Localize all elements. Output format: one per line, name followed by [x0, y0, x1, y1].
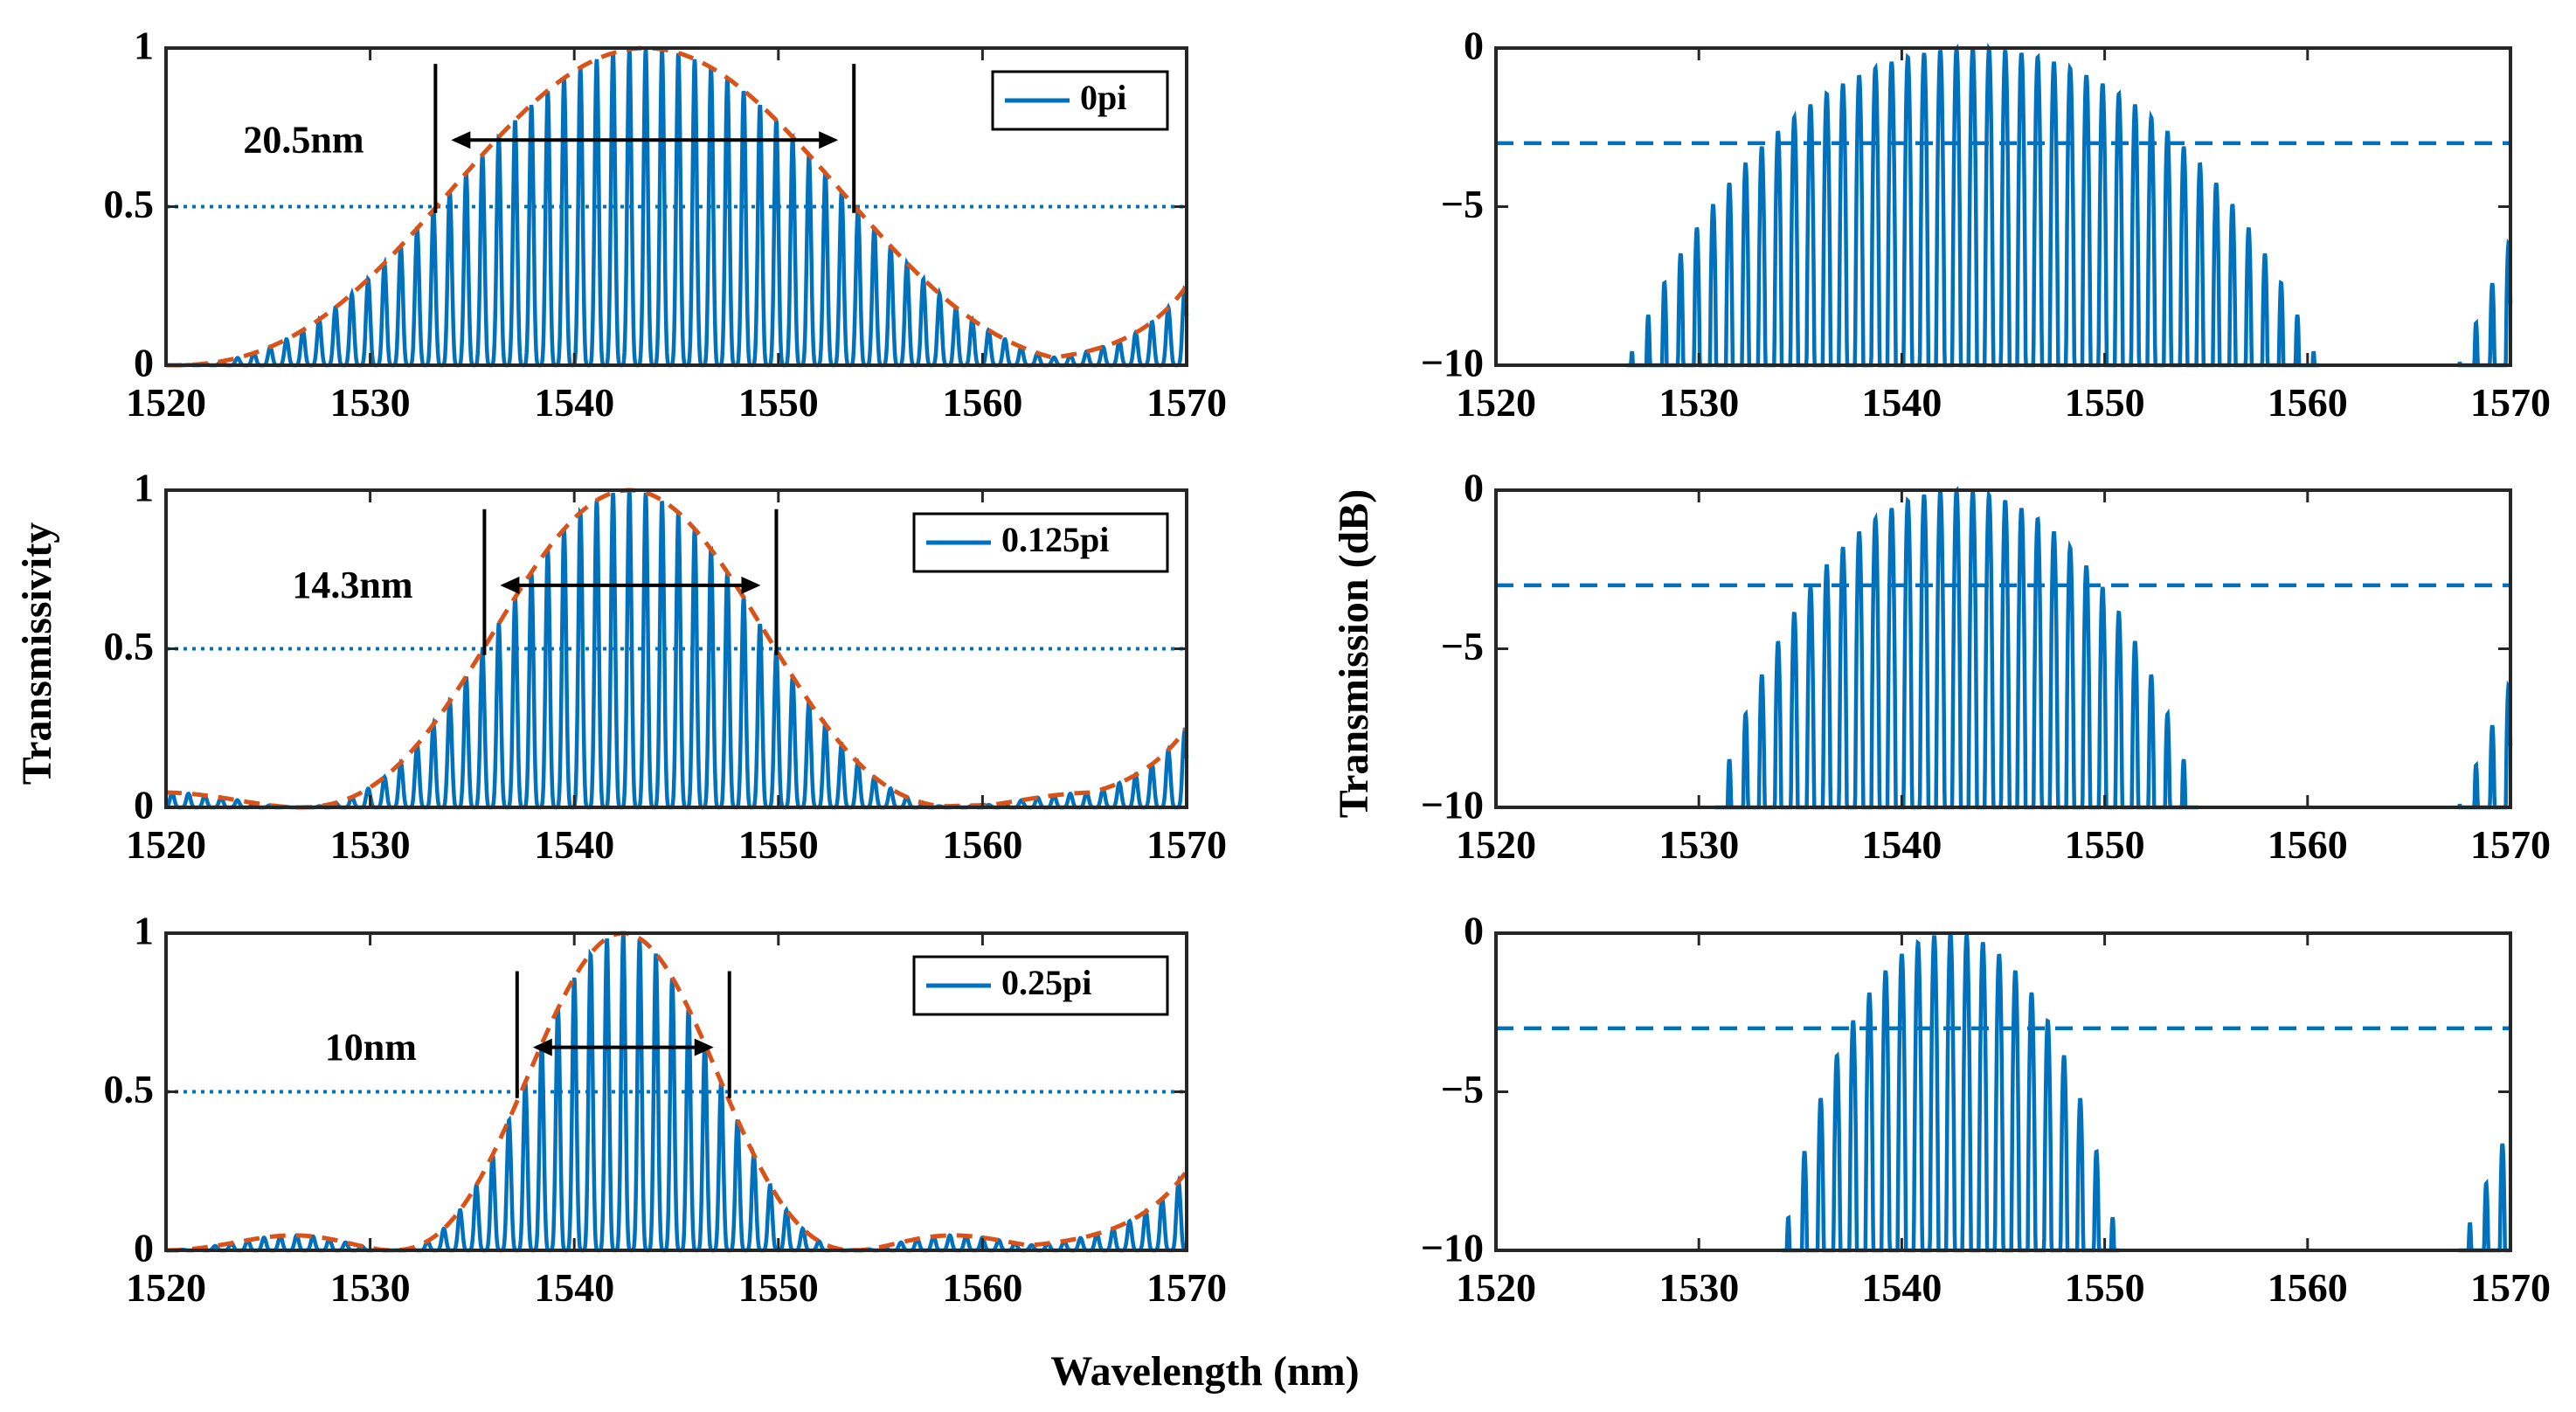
x-axis-label: Wavelength (nm) — [1050, 1348, 1359, 1395]
x-tick-label: 1570 — [1146, 1265, 1227, 1310]
chart-panel-1: 20.5nm 0pi 1520 1530 1540 1550 1560 1570 0 0.5 1 — [104, 24, 1228, 425]
x-tick-label: 1570 — [2470, 380, 2551, 425]
fwhm-arrowhead-right — [741, 576, 761, 594]
chart-panel-5: 1520 1530 1540 1550 1560 1570 −10 −5 0 — [1421, 466, 2551, 867]
x-tick-label: 1560 — [942, 380, 1022, 425]
x-tick-label: 1540 — [534, 822, 614, 867]
envelope-trace — [166, 488, 1189, 810]
right-y-axis-label: Transmission (dB) — [1331, 489, 1377, 819]
chart-panel-4: 1520 1530 1540 1550 1560 1570 −10 −5 0 — [1421, 24, 2551, 425]
x-tick-label: 1550 — [2065, 380, 2145, 425]
x-tick-label: 1540 — [1861, 1265, 1942, 1310]
y-tick-label: −5 — [1441, 624, 1484, 668]
x-tick-label: 1560 — [2268, 380, 2348, 425]
fwhm-arrowhead-left — [500, 576, 520, 594]
comb-trace-db — [1626, 42, 2513, 368]
y-tick-label: 1 — [134, 909, 154, 953]
legend-label: 0.25pi — [1001, 963, 1091, 1002]
fwhm-arrowhead-left — [451, 131, 471, 149]
x-tick-label: 1520 — [1456, 822, 1536, 867]
chart-panel-2: 14.3nm 0.125pi 1520 1530 1540 1550 1560 1570 0 0.… — [104, 466, 1228, 867]
x-tick-label: 1530 — [1658, 822, 1739, 867]
y-tick-label: −10 — [1421, 783, 1484, 827]
x-tick-label: 1540 — [534, 1265, 614, 1310]
x-tick-label: 1570 — [2470, 1265, 2551, 1310]
envelope-trace — [166, 45, 1189, 368]
envelope-trace — [166, 931, 1189, 1253]
y-tick-label: 0.5 — [104, 624, 155, 668]
y-tick-label: 0.5 — [104, 182, 155, 226]
y-tick-label: 0 — [1464, 909, 1484, 953]
x-tick-label: 1530 — [1658, 1265, 1739, 1310]
y-tick-label: −10 — [1421, 341, 1484, 385]
y-tick-label: 1 — [134, 466, 154, 510]
x-tick-label: 1560 — [942, 1265, 1022, 1310]
x-tick-label: 1520 — [1456, 1265, 1536, 1310]
x-tick-label: 1520 — [126, 822, 206, 867]
comb-trace-db — [1782, 931, 2510, 1253]
y-tick-label: −10 — [1421, 1226, 1484, 1270]
legend-label: 0.125pi — [1001, 520, 1109, 559]
legend-label: 0pi — [1080, 78, 1126, 117]
x-tick-label: 1530 — [1658, 380, 1739, 425]
comb-trace-db — [1714, 485, 2513, 810]
y-tick-label: −5 — [1441, 1067, 1484, 1111]
y-tick-label: 0 — [134, 1226, 154, 1270]
y-tick-label: 1 — [134, 24, 154, 68]
y-tick-label: 0 — [134, 341, 154, 385]
chart-panel-3: 10nm 0.25pi 1520 1530 1540 1550 1560 1570 0 0.5 1 — [104, 909, 1228, 1310]
x-tick-label: 1530 — [330, 822, 411, 867]
x-tick-label: 1570 — [1146, 380, 1227, 425]
fwhm-arrowhead-right — [694, 1038, 714, 1056]
x-tick-label: 1560 — [2268, 822, 2348, 867]
x-tick-label: 1550 — [738, 380, 819, 425]
left-y-axis-label: Transmissivity — [14, 523, 60, 785]
x-tick-label: 1520 — [126, 380, 206, 425]
fwhm-arrowhead-right — [819, 131, 839, 149]
x-tick-label: 1530 — [330, 1265, 411, 1310]
x-tick-label: 1540 — [1861, 822, 1942, 867]
x-tick-label: 1550 — [738, 1265, 819, 1310]
x-tick-label: 1570 — [2470, 822, 2551, 867]
chart-panel-6: 1520 1530 1540 1550 1560 1570 −10 −5 0 — [1421, 909, 2551, 1310]
y-tick-label: 0 — [1464, 24, 1484, 68]
x-tick-label: 1520 — [126, 1265, 206, 1310]
x-tick-label: 1570 — [1146, 822, 1227, 867]
x-tick-label: 1540 — [1861, 380, 1942, 425]
x-tick-label: 1550 — [2065, 1265, 2145, 1310]
x-tick-label: 1530 — [330, 380, 411, 425]
fwhm-arrowhead-left — [532, 1038, 552, 1056]
y-tick-label: 0 — [134, 783, 154, 827]
x-tick-label: 1560 — [942, 822, 1022, 867]
x-tick-label: 1550 — [738, 822, 819, 867]
fwhm-label: 14.3nm — [292, 564, 412, 606]
legend-box — [912, 512, 1169, 573]
y-tick-label: 0.5 — [104, 1067, 155, 1111]
x-tick-label: 1560 — [2268, 1265, 2348, 1310]
fwhm-label: 10nm — [325, 1026, 417, 1069]
x-tick-label: 1550 — [2065, 822, 2145, 867]
x-tick-label: 1540 — [534, 380, 614, 425]
x-tick-label: 1520 — [1456, 380, 1536, 425]
y-tick-label: 0 — [1464, 466, 1484, 510]
fwhm-label: 20.5nm — [243, 118, 364, 161]
y-tick-label: −5 — [1441, 182, 1484, 226]
